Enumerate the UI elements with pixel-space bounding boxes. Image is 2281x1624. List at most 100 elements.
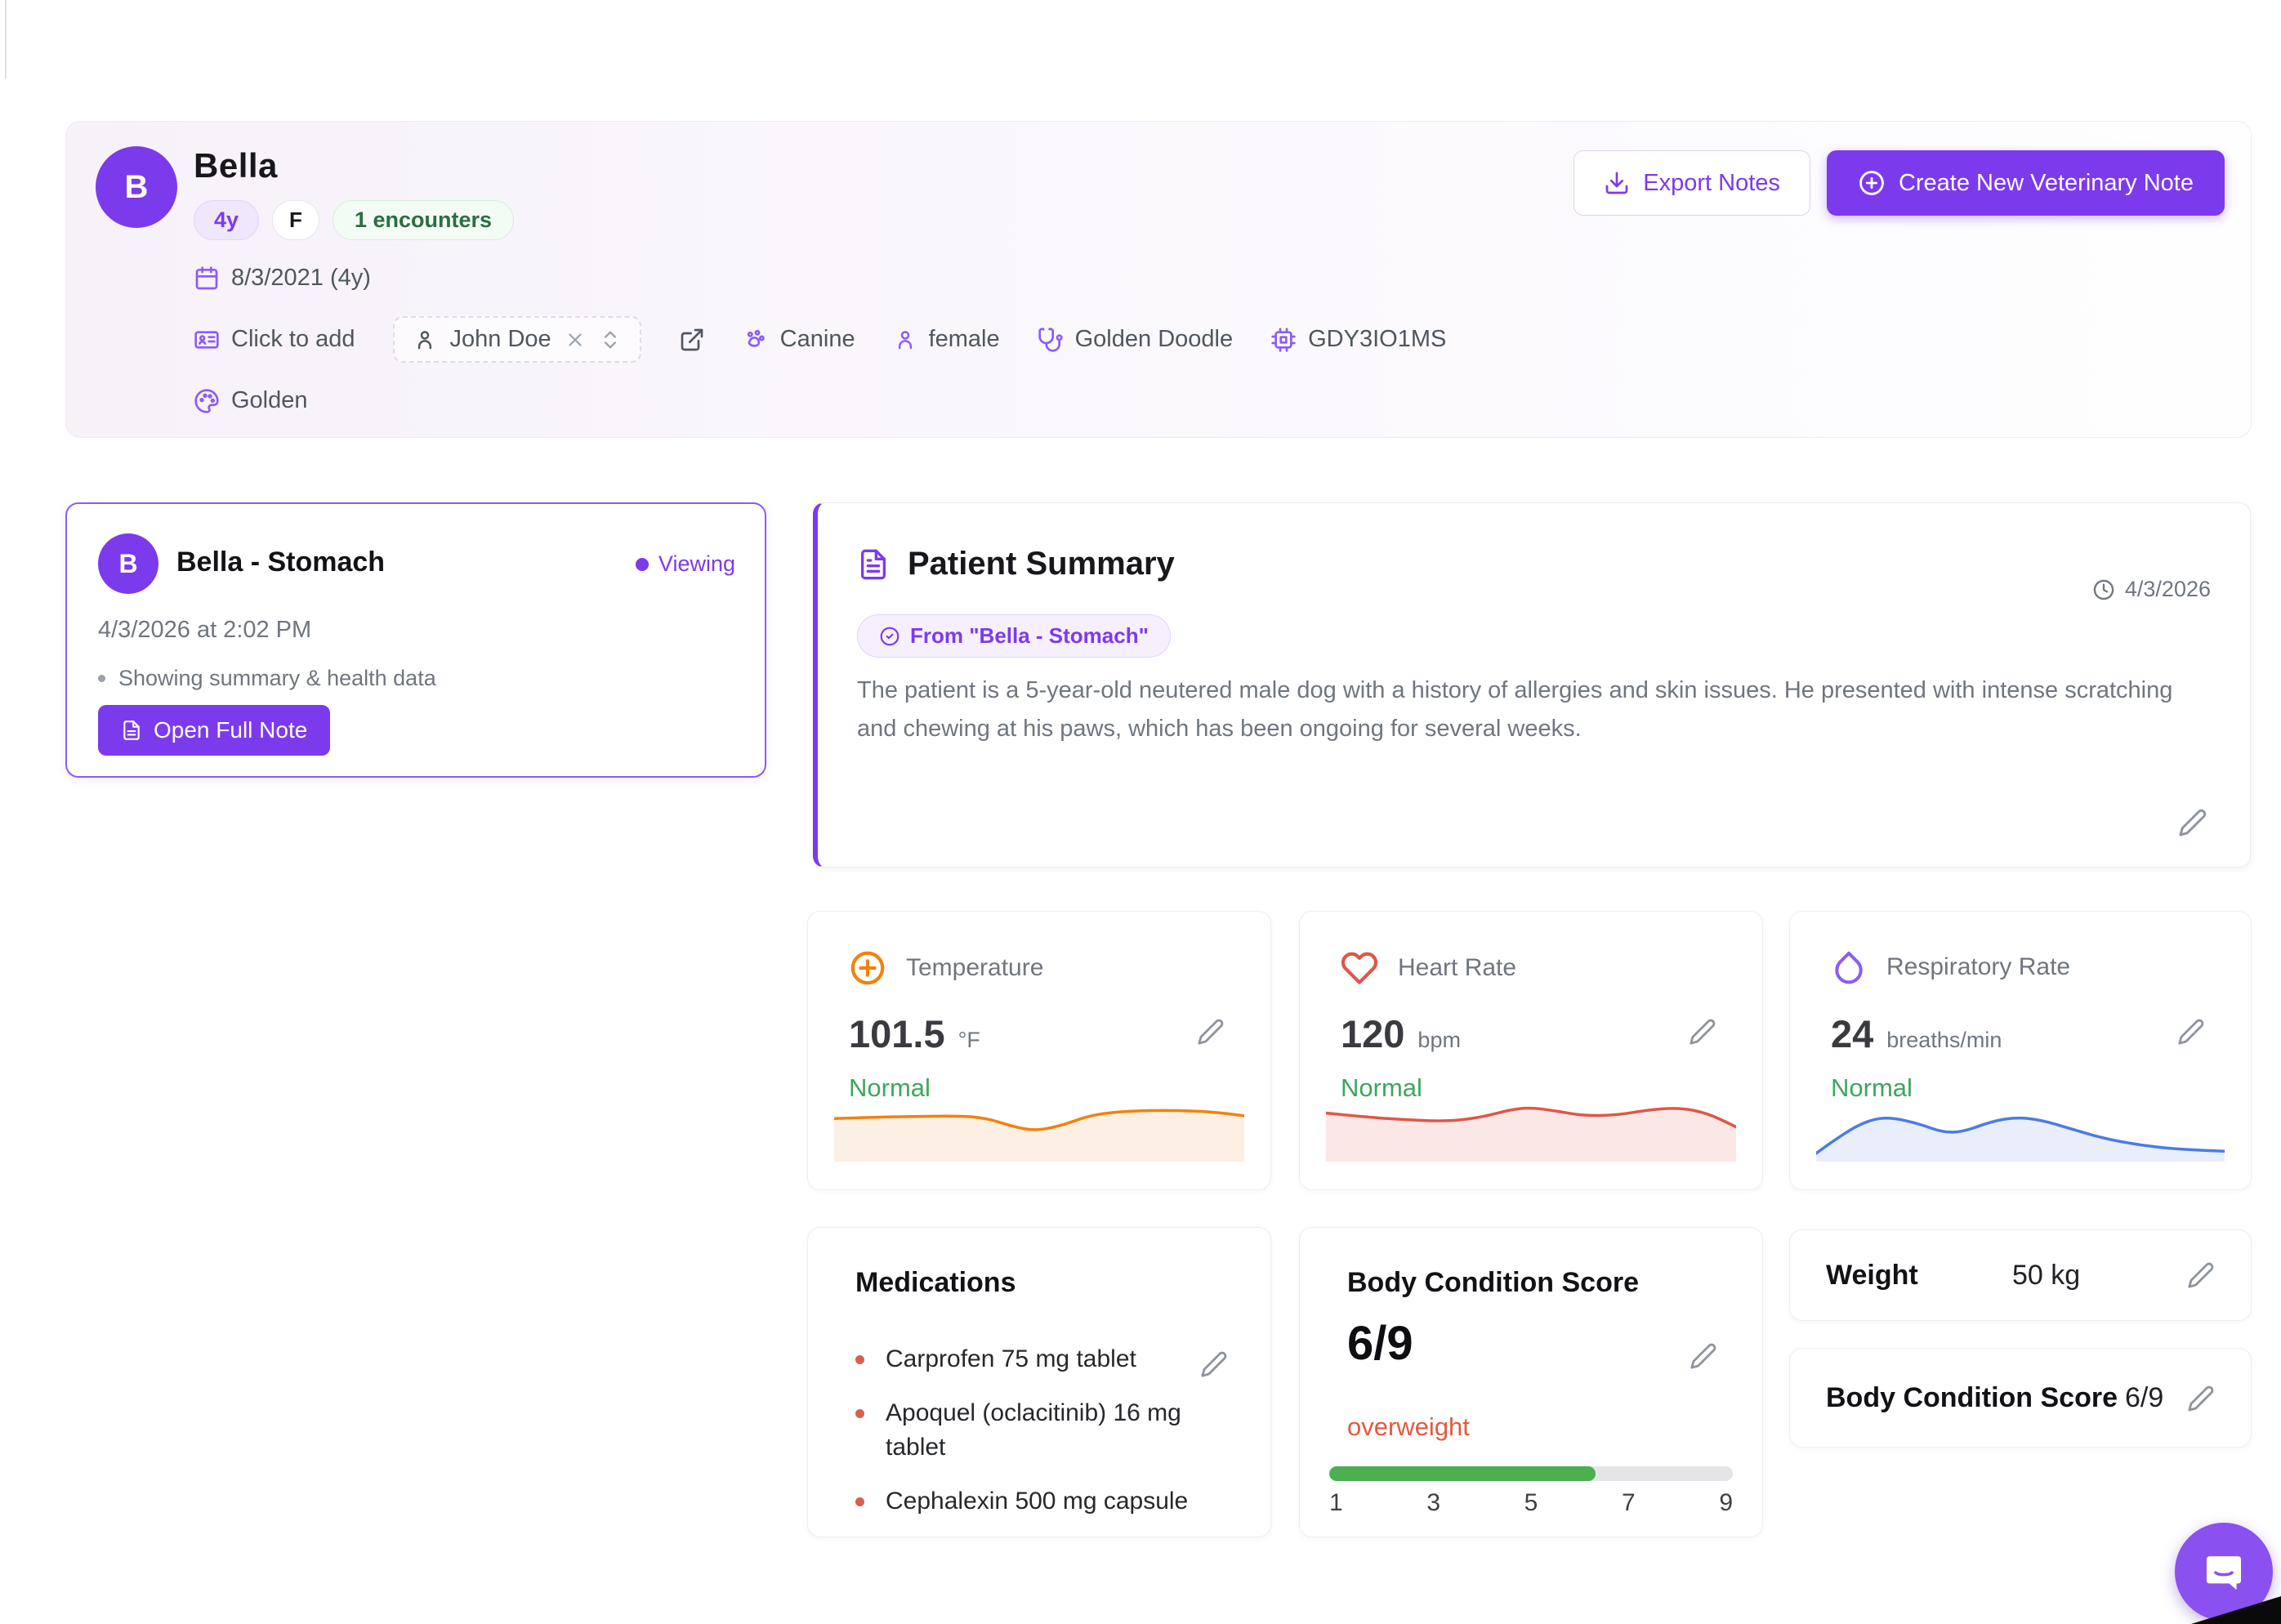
document-icon: [121, 720, 142, 741]
open-full-note-button[interactable]: Open Full Note: [98, 705, 331, 756]
left-edge-divider: [5, 0, 7, 78]
medications-list: Carprofen 75 mg tablet Apoquel (oclaciti…: [855, 1342, 1207, 1538]
respiratory-rate-sparkline: [1816, 1092, 2225, 1162]
bcs-scale-tick: 9: [1719, 1489, 1733, 1516]
edit-bcs-compact-icon[interactable]: [2187, 1385, 2215, 1412]
click-to-add[interactable]: Click to add: [194, 326, 355, 353]
color-group: Golden: [194, 387, 308, 414]
export-notes-button[interactable]: Export Notes: [1573, 150, 1810, 216]
person-icon: [413, 328, 437, 352]
plus-circle-orange-icon: [849, 949, 886, 987]
temperature-value-row: 101.5 °F: [849, 1011, 980, 1056]
edit-respiratory-rate-icon[interactable]: [2177, 1018, 2205, 1046]
bcs-status: overweight: [1347, 1412, 1470, 1441]
external-link-icon[interactable]: [679, 327, 705, 353]
bullet-dot-icon: [98, 675, 105, 682]
header-actions: Export Notes Create New Veterinary Note: [1573, 150, 2225, 216]
summary-date: 4/3/2026: [2092, 577, 2211, 602]
owner-select[interactable]: John Doe: [392, 316, 641, 363]
owner-name: John Doe: [449, 326, 551, 352]
create-note-button[interactable]: Create New Veterinary Note: [1826, 150, 2225, 216]
body-condition-score-compact-card: Body Condition Score 6/9: [1789, 1348, 2252, 1448]
breed-label: Golden Doodle: [1074, 326, 1234, 352]
clock-icon: [2092, 578, 2115, 601]
heart-icon: [1341, 949, 1378, 987]
bcs-compact-title: Body Condition Score: [1826, 1381, 2118, 1413]
respiratory-rate-card: Respiratory Rate 24 breaths/min Normal: [1789, 911, 2252, 1190]
microchip-label: GDY3IO1MS: [1308, 326, 1447, 352]
edit-weight-icon[interactable]: [2187, 1261, 2215, 1289]
bcs-progress-track: [1329, 1466, 1733, 1481]
bcs-compact-value: 6/9: [2125, 1381, 2164, 1413]
sex-value-label: female: [928, 326, 1000, 352]
viewing-status: Viewing: [635, 551, 735, 577]
respiratory-rate-status: Normal: [1831, 1073, 1913, 1102]
respiratory-rate-value: 24: [1831, 1012, 1874, 1055]
plus-circle-icon: [1858, 169, 1886, 197]
medication-item: Cephalexin 500 mg capsule: [855, 1484, 1207, 1519]
edit-temperature-icon[interactable]: [1197, 1018, 1225, 1046]
bcs-scale-tick: 1: [1329, 1489, 1343, 1516]
chip-icon: [1270, 327, 1297, 353]
stethoscope-icon: [1038, 327, 1064, 353]
file-text-icon: [857, 548, 890, 581]
heart-rate-head: Heart Rate: [1341, 949, 1516, 987]
summary-date-label: 4/3/2026: [2124, 577, 2211, 601]
weight-title: Weight: [1826, 1259, 1918, 1291]
bcs-scale-tick: 3: [1426, 1489, 1441, 1516]
age-badge: 4y: [194, 200, 260, 240]
birth-date-group: 8/3/2021 (4y): [194, 265, 371, 292]
bcs-title: Body Condition Score: [1347, 1267, 1639, 1298]
check-circle-icon: [879, 626, 900, 647]
bullet-dot-icon: [855, 1497, 864, 1506]
edit-medications-icon[interactable]: [1200, 1350, 1228, 1378]
patient-info-row: Click to add John Doe: [194, 316, 1582, 363]
birth-date-row: 8/3/2021 (4y): [194, 265, 1582, 292]
weight-card: Weight 50 kg: [1789, 1229, 2252, 1321]
summary-title: Patient Summary: [908, 546, 1175, 582]
note-avatar: B: [98, 533, 158, 594]
note-bullet: Showing summary & health data: [98, 666, 436, 691]
respiratory-rate-value-row: 24 breaths/min: [1831, 1011, 2002, 1056]
temperature-value: 101.5: [849, 1012, 945, 1055]
edit-bcs-icon[interactable]: [1690, 1342, 1717, 1370]
open-full-note-label: Open Full Note: [154, 717, 308, 743]
chat-launcher-button[interactable]: [2175, 1523, 2273, 1621]
respiratory-rate-unit: breaths/min: [1886, 1028, 2002, 1052]
patient-badges: 4y F 1 encounters: [194, 200, 1582, 240]
bcs-value: 6/9: [1347, 1317, 1413, 1370]
edit-heart-rate-icon[interactable]: [1689, 1018, 1716, 1046]
temperature-card: Temperature 101.5 °F Normal: [807, 911, 1271, 1190]
viewing-label: Viewing: [658, 551, 735, 576]
chat-bubble-icon: [2198, 1546, 2249, 1597]
edit-summary-icon[interactable]: [2178, 808, 2207, 837]
medication-label: Apoquel (oclacitinib) 16 mg tablet: [886, 1399, 1181, 1461]
active-note-card: B Bella - Stomach Viewing 4/3/2026 at 2:…: [65, 502, 766, 778]
chevrons-up-down-icon[interactable]: [599, 328, 622, 351]
note-bullet-label: Showing summary & health data: [118, 666, 436, 690]
bcs-scale-tick: 7: [1621, 1489, 1636, 1516]
heart-rate-unit: bpm: [1417, 1028, 1461, 1052]
note-title: Bella - Stomach: [176, 547, 386, 578]
bullet-dot-icon: [855, 1355, 864, 1364]
clear-owner-icon[interactable]: [565, 329, 586, 350]
summary-source-badge: From "Bella - Stomach": [857, 614, 1171, 658]
body-condition-score-card: Body Condition Score 6/9 overweight 1 3 …: [1299, 1227, 1763, 1537]
temperature-label: Temperature: [906, 954, 1044, 981]
palette-icon: [194, 388, 220, 414]
microchip-group: GDY3IO1MS: [1270, 326, 1446, 353]
temperature-head: Temperature: [849, 949, 1043, 987]
bcs-progress-fill: [1329, 1466, 1596, 1481]
color-label: Golden: [231, 387, 308, 413]
user-icon: [893, 328, 917, 352]
summary-title-row: Patient Summary: [857, 546, 1175, 582]
encounters-badge: 1 encounters: [332, 200, 514, 240]
birth-date: 8/3/2021 (4y): [231, 265, 371, 291]
patient-name: Bella: [194, 146, 278, 185]
temperature-status: Normal: [849, 1073, 931, 1102]
temperature-sparkline: [834, 1092, 1244, 1162]
breed-group: Golden Doodle: [1038, 326, 1233, 353]
heart-rate-sparkline: [1326, 1092, 1736, 1162]
medication-item: Carprofen 75 mg tablet: [855, 1342, 1207, 1376]
